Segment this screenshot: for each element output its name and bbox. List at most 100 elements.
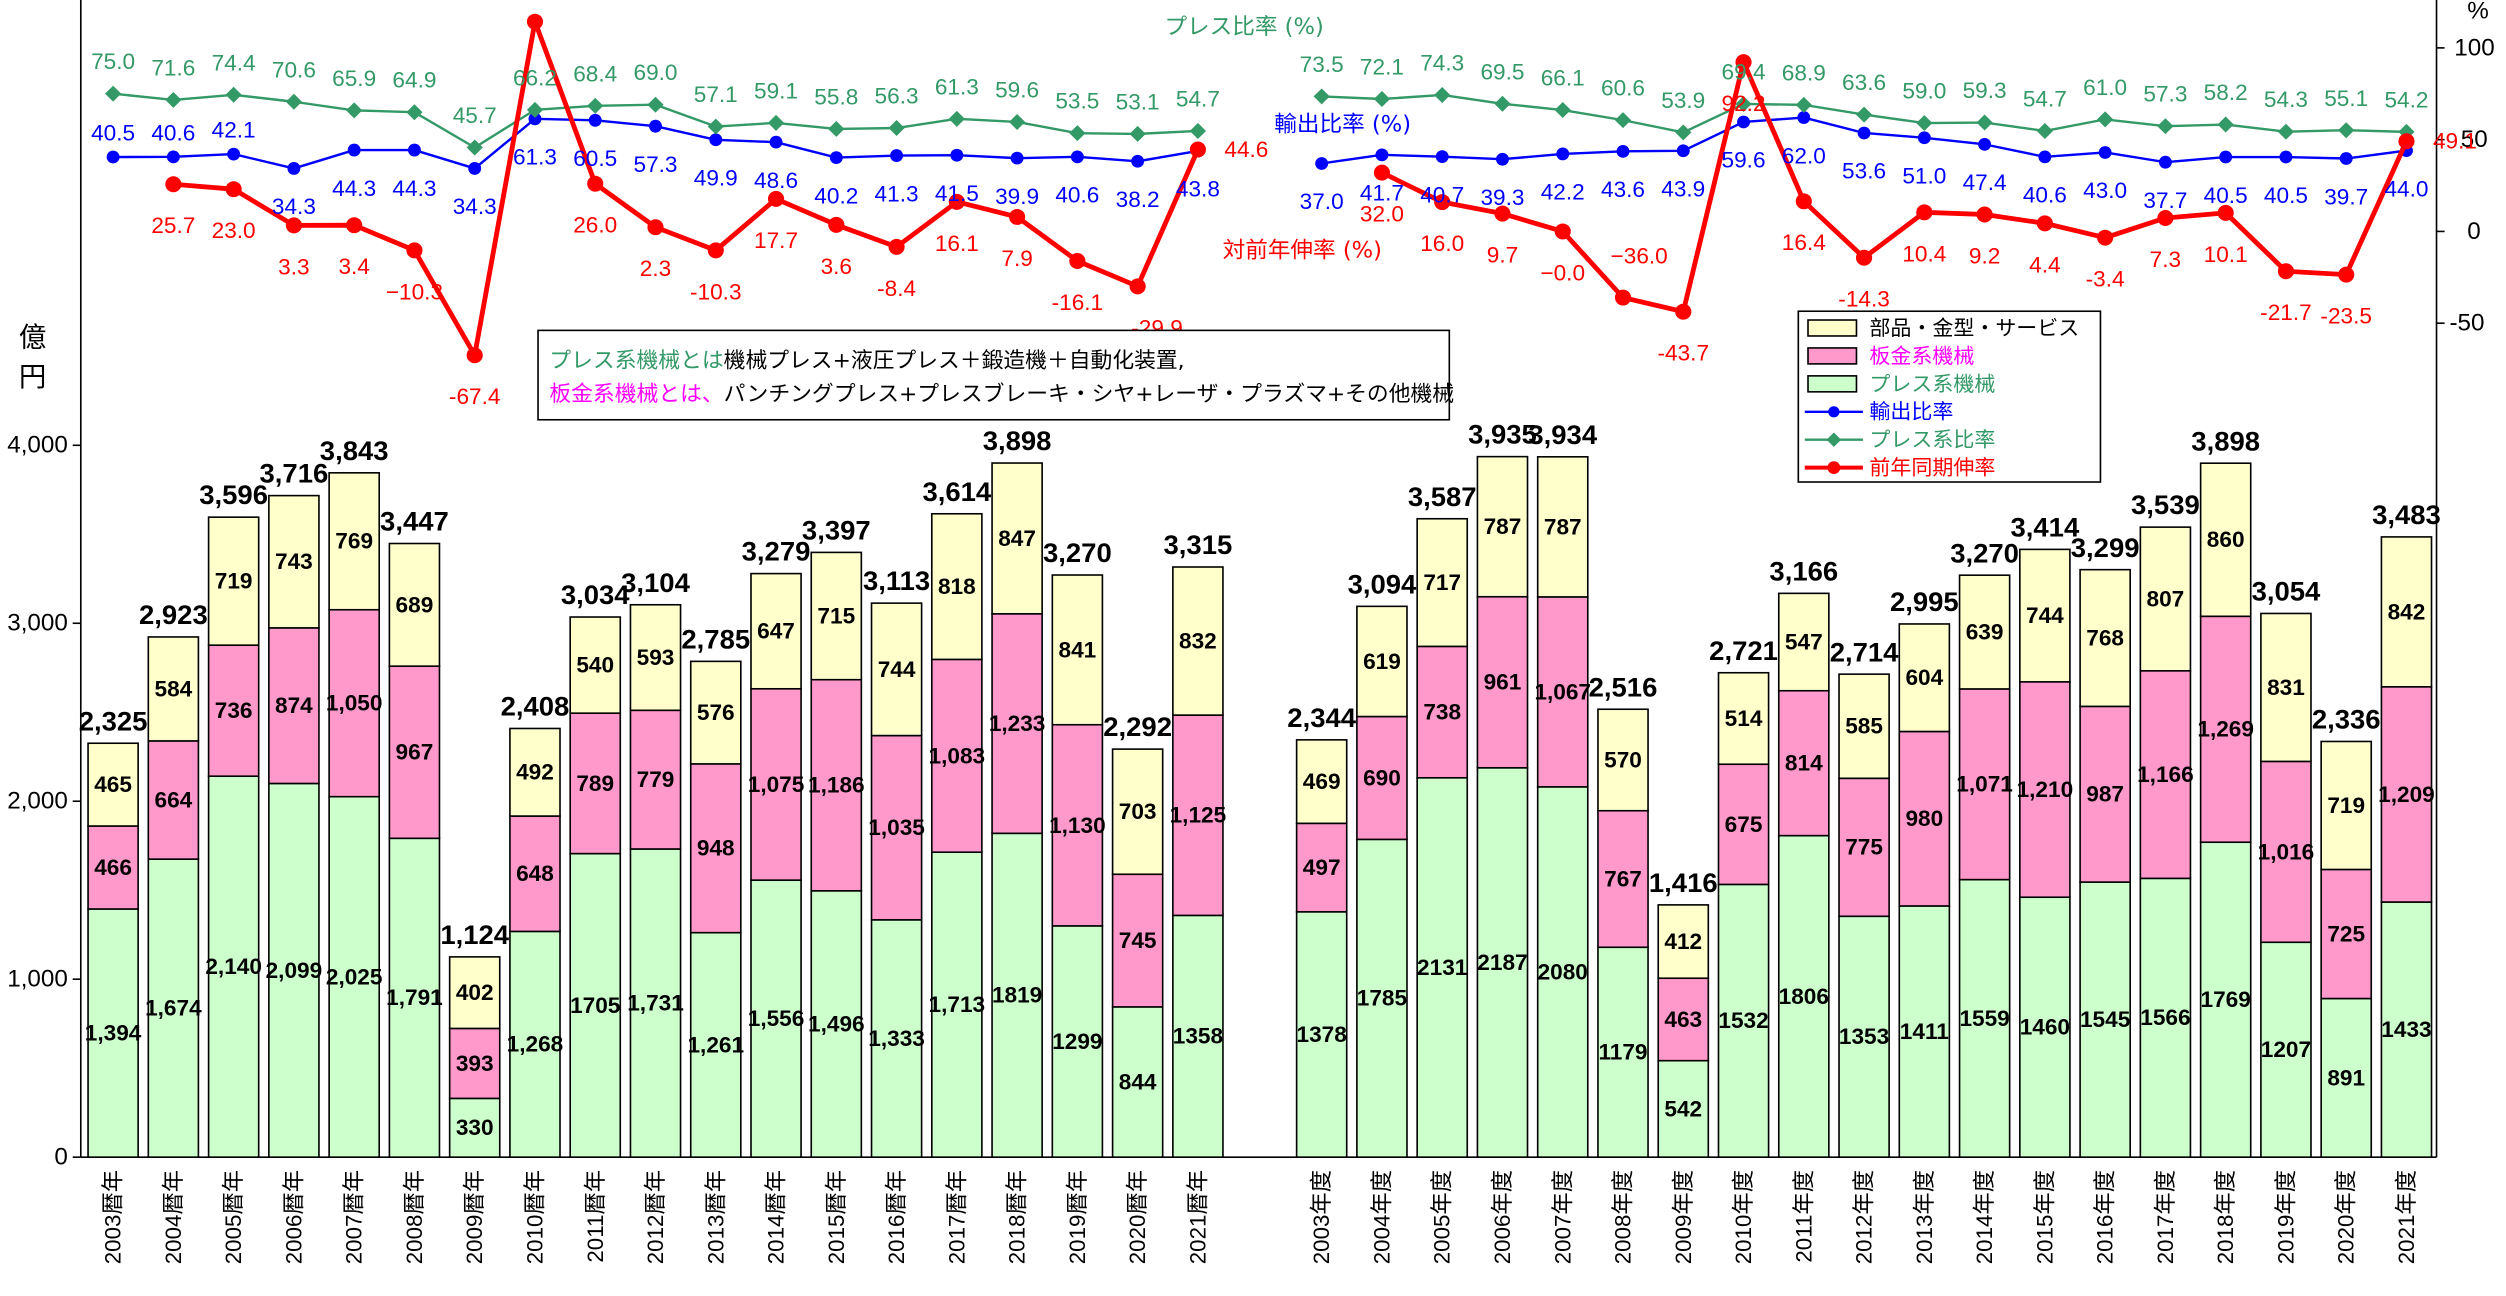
export-ratio-marker [106, 150, 120, 164]
press-value-label: 1,261 [687, 1032, 744, 1057]
total-value-label: 3,279 [742, 536, 811, 567]
press-ratio-marker [165, 91, 182, 108]
export-ratio-value-label: 51.0 [1902, 164, 1946, 189]
growth-marker [1855, 249, 1873, 266]
press-value-label: 1,674 [145, 996, 202, 1021]
sheet-value-label: 497 [1303, 855, 1341, 880]
export-ratio-value-label: 49.9 [694, 166, 738, 191]
press-ratio-marker [948, 110, 965, 127]
parts-bar-segment [2019, 548, 2071, 683]
press-bar-segment [750, 879, 802, 1158]
press-value-label: 2131 [1417, 955, 1467, 980]
export-ratio-marker [769, 135, 783, 149]
growth-value-label: 32.0 [1360, 202, 1404, 227]
legend-label-growth-rate: 前年同期伸率 [1869, 456, 1995, 480]
parts-bar-segment [1597, 708, 1649, 812]
sheet-bar-segment [629, 709, 682, 850]
parts-value-label: 639 [1966, 620, 2004, 645]
parts-value-label: 585 [1845, 714, 1883, 739]
press-ratio-value-label: 58.2 [2204, 80, 2248, 105]
x-tick-label: 2020暦年 [1125, 1170, 1150, 1264]
sheet-value-label: 1,083 [929, 743, 986, 768]
export-ratio-marker [2098, 146, 2112, 159]
export-ratio-marker [950, 148, 964, 162]
export-ratio-value-label: 41.5 [935, 181, 979, 206]
x-tick-label: 2017年度 [2153, 1170, 2178, 1264]
export-ratio-marker [829, 151, 843, 164]
growth-value-label: 25.7 [151, 213, 195, 238]
sheet-bar-segment [2139, 669, 2192, 880]
press-value-label: 2187 [1477, 950, 1527, 975]
x-tick-label: 2007暦年 [342, 1170, 367, 1264]
sheet-bar-segment [1717, 763, 1770, 886]
note-line-2-prefix: 板金系機械とは、 [549, 382, 723, 407]
growth-marker [1675, 303, 1692, 320]
growth-marker [1795, 193, 1812, 210]
export-ratio-marker [1435, 150, 1449, 164]
growth-value-label: 17.7 [754, 228, 798, 253]
parts-bar-segment [1416, 517, 1469, 648]
parts-value-label: 514 [1725, 706, 1763, 731]
export-ratio-value-label: 60.5 [573, 146, 617, 171]
note-line-1-text: 機械プレス+液圧プレス＋鍛造機＋自動化装置, [724, 348, 1185, 373]
export-ratio-value-label: 34.3 [453, 194, 497, 219]
x-tick-label: 2014年度 [1972, 1170, 1997, 1264]
growth-marker [225, 181, 242, 198]
growth-marker [1373, 164, 1391, 181]
export-ratio-value-label: 40.6 [1055, 183, 1099, 208]
export-ratio-value-label: 61.3 [513, 145, 557, 170]
total-value-label: 3,113 [863, 565, 930, 596]
export-ratio-marker [1375, 148, 1389, 162]
sheet-value-label: 1,209 [2378, 782, 2435, 807]
growth-value-label: 26.0 [573, 213, 617, 238]
export-ratio-marker [528, 112, 542, 126]
press-bar-segment [689, 931, 742, 1158]
sheet-value-label: 1,130 [1049, 813, 1106, 838]
sheet-bar-segment [2380, 686, 2433, 903]
press-value-label: 1,731 [627, 991, 684, 1016]
press-value-label: 1566 [2140, 1005, 2190, 1030]
x-tick-label: 2006年度 [1490, 1170, 1515, 1264]
growth-value-label: −10.3 [386, 279, 443, 304]
parts-value-label: 743 [275, 549, 313, 574]
legend-swatch-press [1807, 375, 1858, 393]
growth-value-label: -8.4 [877, 276, 916, 301]
parts-value-label: 847 [998, 526, 1036, 551]
growth-marker [767, 190, 785, 207]
export-ratio-marker [166, 150, 180, 164]
growth-value-label: 16.4 [1782, 230, 1826, 255]
sheet-value-label: 1,186 [808, 773, 865, 798]
export-ratio-marker [1010, 151, 1024, 165]
press-ratio-value-label: 75.0 [91, 49, 135, 74]
parts-value-label: 689 [396, 592, 434, 617]
press-bar-segment [569, 852, 622, 1158]
export-ratio-marker [1070, 150, 1084, 164]
parts-value-label: 469 [1303, 769, 1341, 794]
sheet-bar-segment [689, 763, 742, 934]
press-ratio-marker [2036, 122, 2053, 139]
parts-bar-segment [991, 462, 1043, 615]
press-value-label: 1,713 [929, 992, 986, 1017]
press-ratio-value-label: 68.9 [1782, 61, 1826, 86]
growth-marker [346, 217, 363, 234]
export-ratio-value-label: 41.3 [875, 181, 919, 206]
press-ratio-value-label: 45.7 [453, 103, 497, 128]
export-ratio-marker [1496, 152, 1509, 166]
total-value-label: 3,898 [2191, 425, 2260, 456]
export-ratio-value-label: 43.6 [1601, 177, 1645, 202]
sheet-value-label: 745 [1119, 928, 1157, 953]
legend-swatch-parts [1807, 319, 1858, 337]
sheet-value-label: 393 [456, 1051, 494, 1076]
sheet-value-label: 775 [1845, 835, 1883, 860]
growth-value-label: -23.5 [2320, 304, 2372, 329]
export-ratio-value-label: 47.4 [1963, 170, 2007, 195]
growth-marker [1916, 204, 1933, 221]
x-tick-label: 2016年度 [2093, 1170, 2118, 1264]
press-bar-segment [1051, 925, 1104, 1158]
press-ratio-value-label: 61.3 [935, 74, 979, 99]
growth-marker [1434, 194, 1451, 211]
press-value-label: 1559 [1959, 1006, 2009, 1031]
export-ratio-marker [407, 143, 421, 157]
press-value-label: 1,394 [85, 1021, 142, 1046]
export-ratio-value-label: 40.7 [1420, 183, 1464, 208]
